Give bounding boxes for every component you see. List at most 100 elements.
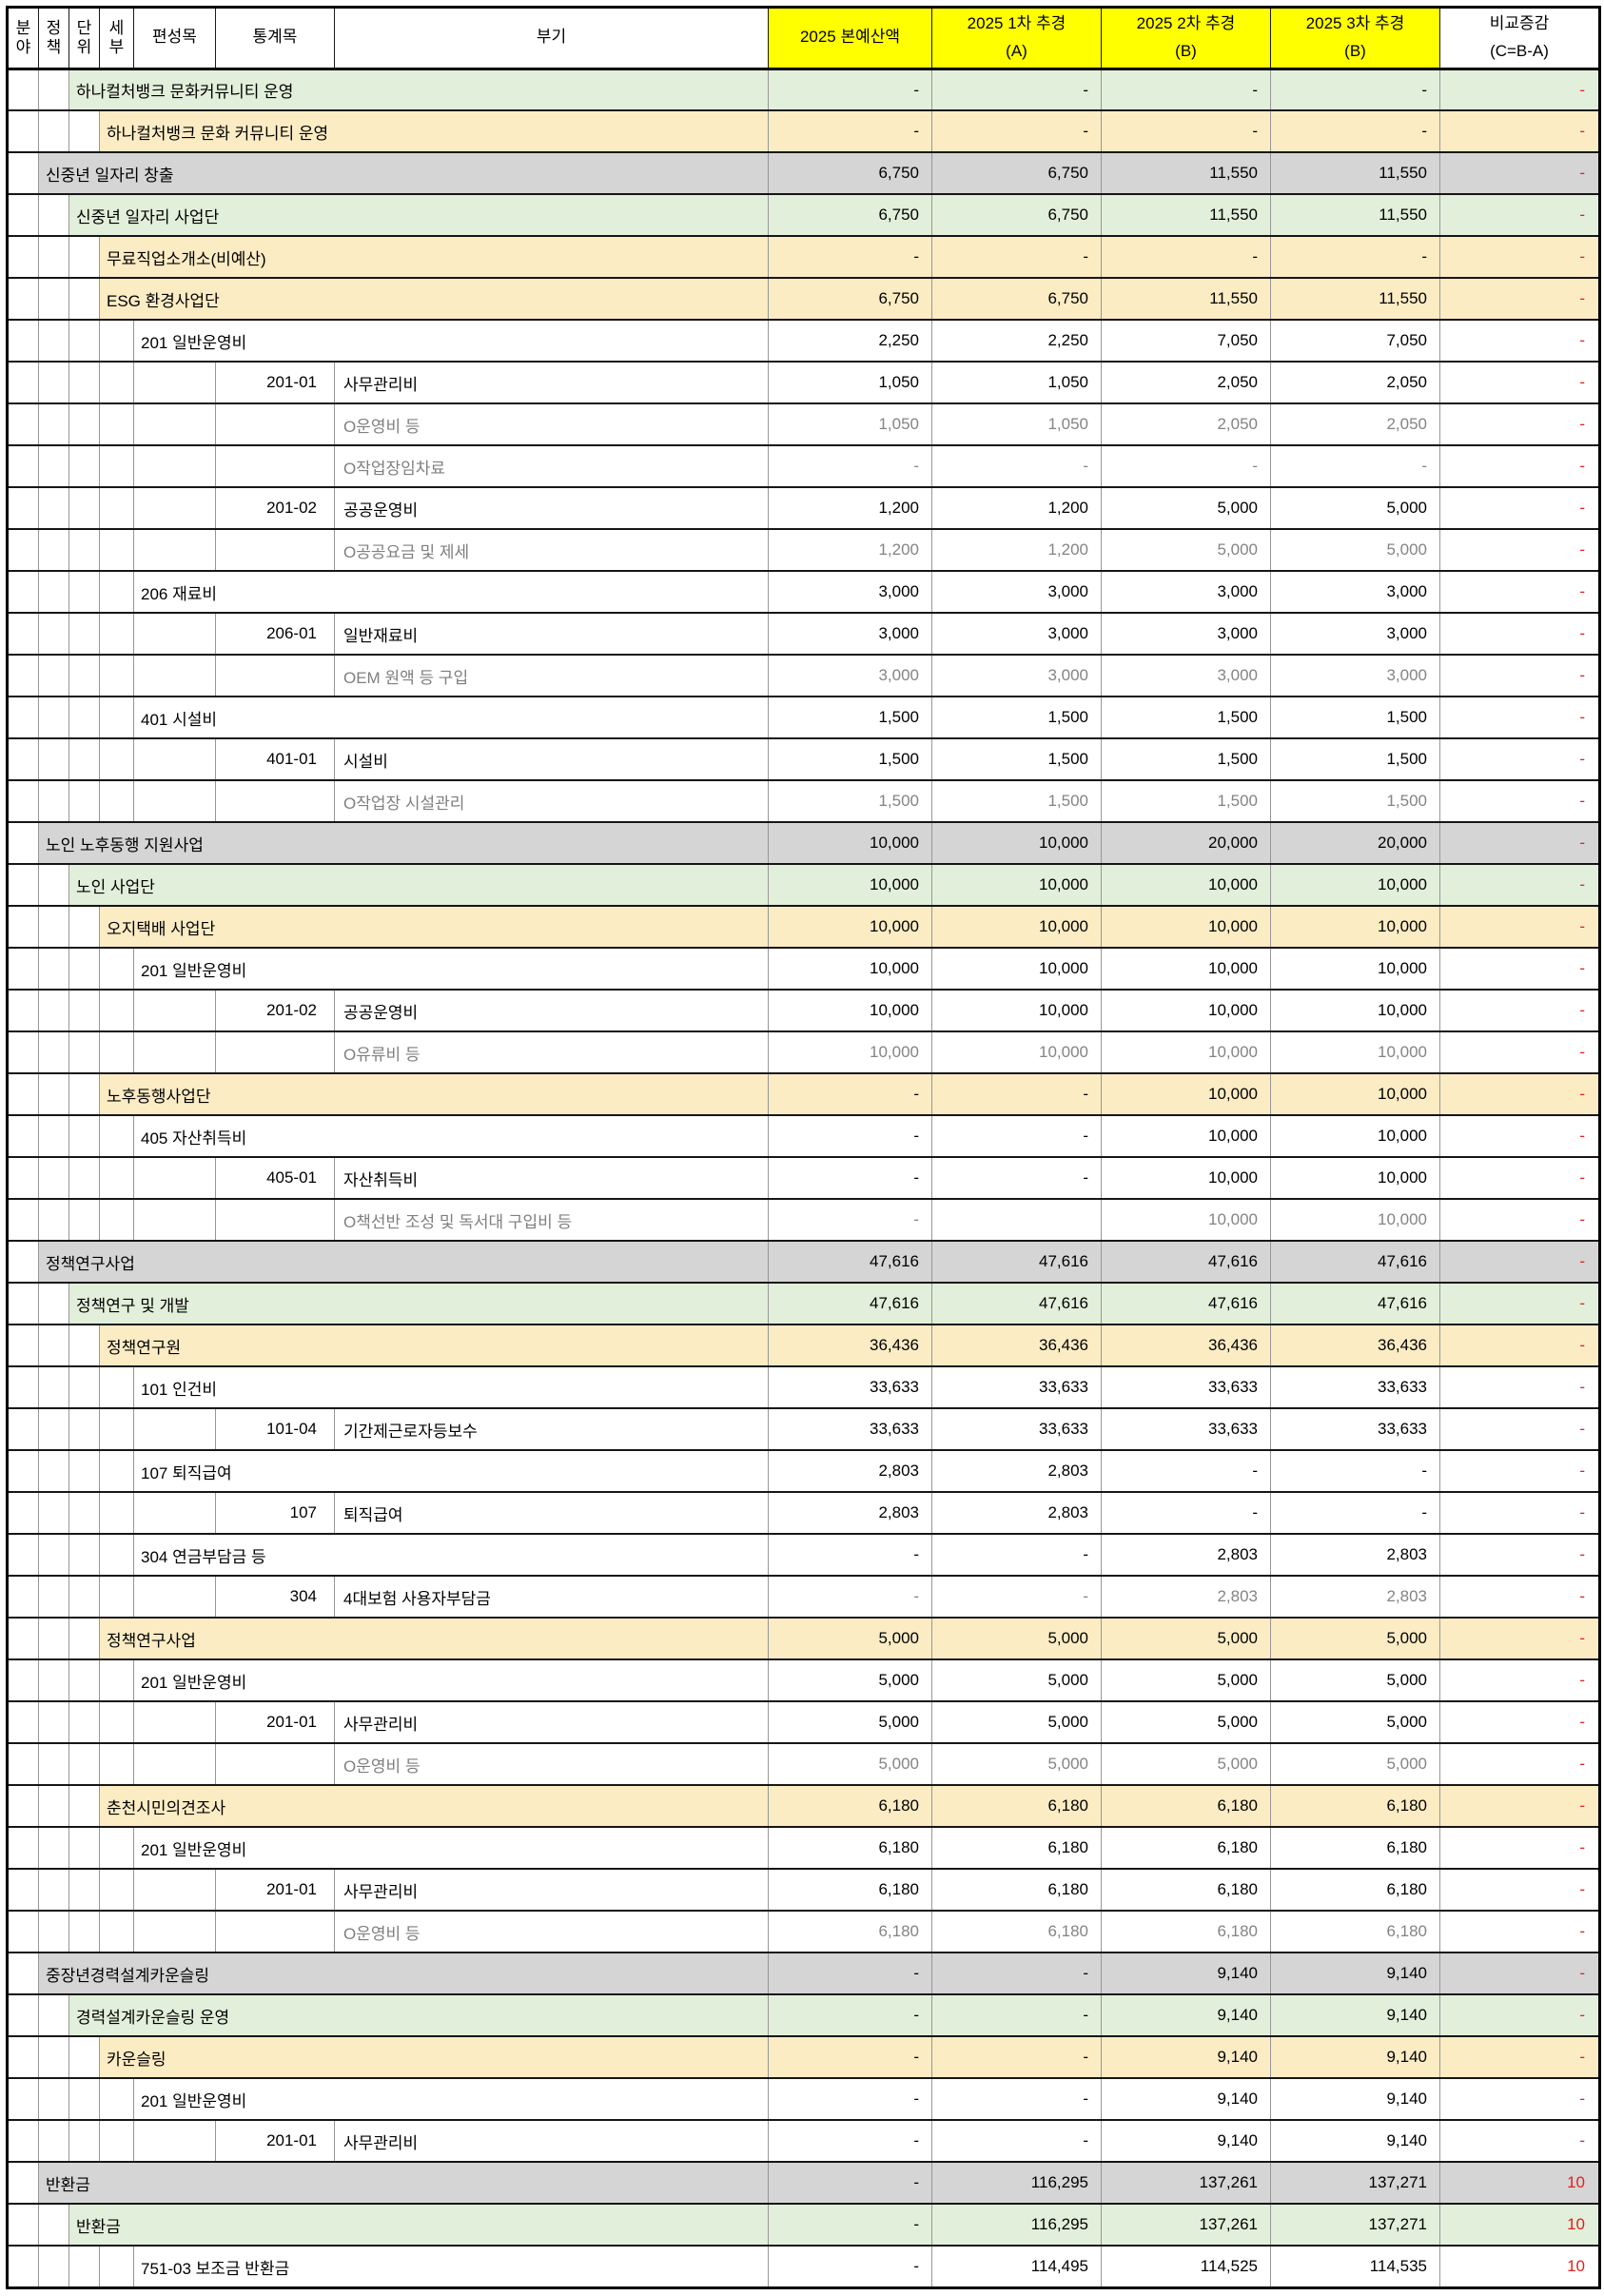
- empty-cell: [7, 822, 39, 866]
- empty-cell: [68, 1576, 100, 1619]
- empty-cell: [7, 236, 39, 280]
- empty-cell: [99, 697, 134, 740]
- row-label-cell: 노인 노후동행 지원사업: [38, 822, 769, 866]
- empty-cell: [7, 487, 39, 531]
- value-cell: 10,000: [931, 822, 1102, 866]
- empty-cell: [68, 1199, 100, 1243]
- empty-cell: [68, 1911, 100, 1954]
- value-cell: -: [768, 2204, 932, 2247]
- empty-cell: [99, 362, 134, 405]
- empty-cell: [68, 1869, 100, 1913]
- value-cell: 114,495: [931, 2246, 1102, 2289]
- value-cell: 1,500: [931, 697, 1102, 740]
- note-cell: O작업장 시설관리: [334, 780, 769, 824]
- value-cell: 3,000: [931, 571, 1102, 615]
- value-cell: 5,000: [1270, 1701, 1440, 1745]
- diff-cell: -: [1439, 1953, 1600, 1996]
- empty-cell: [215, 529, 335, 573]
- empty-cell: [99, 529, 134, 573]
- value-cell: 1,500: [1270, 697, 1440, 740]
- table-row: O유류비 등 10,000 10,000 10,000 10,000-: [7, 1031, 1600, 1075]
- row-label-cell: 정책연구사업: [38, 1241, 769, 1285]
- empty-cell: [68, 1701, 100, 1745]
- empty-cell: [68, 1743, 100, 1787]
- empty-cell: [38, 738, 69, 782]
- empty-cell: [68, 1408, 100, 1452]
- empty-cell: [68, 278, 100, 322]
- table-row: 하나컬처뱅크 문화커뮤니티 운영 - - - - -: [7, 69, 1600, 112]
- table-row: 206 재료비 3,000 3,000 3,000 3,000-: [7, 571, 1600, 615]
- empty-cell: [7, 655, 39, 698]
- value-cell: -: [768, 1157, 932, 1201]
- value-cell: 10,000: [1101, 948, 1271, 991]
- diff-cell: -: [1439, 738, 1600, 782]
- empty-cell: [68, 1073, 100, 1117]
- table-row: 반환금 -116,295 137,261 137,271 10: [7, 2162, 1600, 2206]
- col-header-item: 편성목: [133, 7, 216, 70]
- row-label-cell: 반환금: [68, 2204, 769, 2247]
- table-row: 201 일반운영비 2,250 2,250 7,050 7,050-: [7, 320, 1600, 363]
- diff-cell: -: [1439, 1994, 1600, 2038]
- value-cell: -: [768, 2120, 932, 2164]
- col-header-rev2: 2025 2차 추경 (B): [1101, 7, 1271, 70]
- diff-cell: -: [1439, 278, 1600, 322]
- value-cell: 1,200: [931, 487, 1102, 531]
- value-cell: 9,140: [1101, 2078, 1271, 2122]
- table-row: 201 일반운영비 10,000 10,000 10,000 10,000-: [7, 948, 1600, 991]
- empty-cell: [38, 906, 69, 950]
- value-cell: 1,200: [768, 487, 932, 531]
- diff-cell: -: [1439, 1031, 1600, 1075]
- table-row: 206-01 일반재료비 3,000 3,000 3,000 3,000-: [7, 613, 1600, 657]
- empty-cell: [68, 1157, 100, 1201]
- diff-cell: -: [1439, 822, 1600, 866]
- empty-cell: [68, 906, 100, 950]
- budget-table: 분 야 정 책 단 위 세 부 편성목 통계목 부기 2025 본예산액 202…: [6, 6, 1601, 2289]
- value-cell: 10,000: [1101, 864, 1271, 908]
- table-row: 101-04 기간제근로자등보수 33,633 33,633 33,633 33,633-: [7, 1408, 1600, 1452]
- value-cell: 1,500: [768, 780, 932, 824]
- empty-cell: [68, 110, 100, 154]
- value-cell: 6,180: [1101, 1911, 1271, 1954]
- empty-cell: [215, 1743, 335, 1787]
- col-header-note: 부기: [334, 7, 769, 70]
- row-label-cell: 정책연구사업: [99, 1618, 769, 1661]
- empty-cell: [7, 1115, 39, 1159]
- value-cell: 9,140: [1270, 1994, 1440, 2038]
- value-cell: 3,000: [768, 655, 932, 698]
- diff-cell: -: [1439, 1450, 1600, 1494]
- stat-code-cell: 401-01: [215, 738, 335, 782]
- value-cell: 10,000: [1101, 990, 1271, 1033]
- value-cell: -: [1270, 110, 1440, 154]
- empty-cell: [7, 1157, 39, 1201]
- table-row: 노후동행사업단 - -10,000 10,000-: [7, 1073, 1600, 1117]
- diff-cell: -: [1439, 571, 1600, 615]
- value-cell: 5,000: [931, 1618, 1102, 1661]
- empty-cell: [38, 990, 69, 1033]
- value-cell: 3,000: [768, 613, 932, 657]
- empty-cell: [68, 1115, 100, 1159]
- value-cell: 5,000: [1101, 1743, 1271, 1787]
- empty-cell: [215, 445, 335, 489]
- value-cell: -: [768, 2162, 932, 2206]
- value-cell: 47,616: [1101, 1241, 1271, 1285]
- value-cell: 3,000: [1270, 613, 1440, 657]
- row-label-cell: 201 일반운영비: [133, 1827, 769, 1871]
- value-cell: 47,616: [931, 1283, 1102, 1326]
- empty-cell: [7, 1283, 39, 1326]
- row-label-cell: 201 일반운영비: [133, 948, 769, 991]
- empty-cell: [7, 1659, 39, 1703]
- value-cell: 137,261: [1101, 2162, 1271, 2206]
- empty-cell: [99, 1157, 134, 1201]
- value-cell: 3,000: [1270, 655, 1440, 698]
- value-cell: -: [768, 2036, 932, 2080]
- stat-name-cell: 사무관리비: [334, 362, 769, 405]
- value-cell: 47,616: [1101, 1283, 1271, 1326]
- table-row: 신중년 일자리 창출 6,750 6,750 11,550 11,550-: [7, 152, 1600, 196]
- table-row: 405-01 자산취득비 - -10,000 10,000-: [7, 1157, 1600, 1201]
- table-row: 노인 노후동행 지원사업 10,000 10,000 20,000 20,000-: [7, 822, 1600, 866]
- value-cell: 11,550: [1270, 194, 1440, 238]
- value-cell: 2,803: [1101, 1534, 1271, 1578]
- value-cell: 10,000: [768, 906, 932, 950]
- value-cell: 1,500: [1101, 697, 1271, 740]
- value-cell: 10,000: [1270, 1199, 1440, 1243]
